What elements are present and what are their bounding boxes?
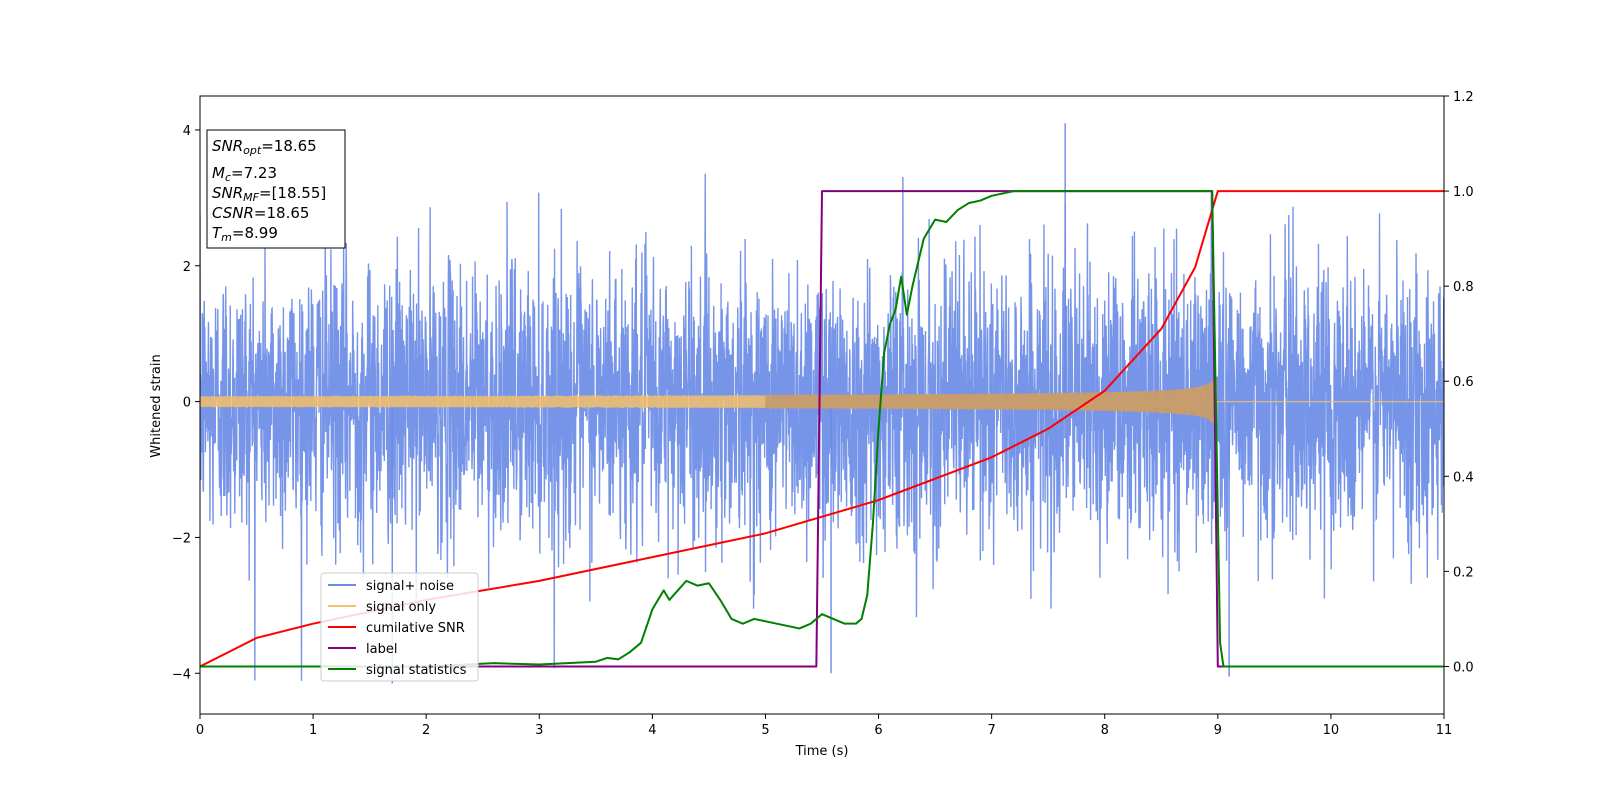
annotation-csnr: CSNR=18.65 [212, 204, 309, 222]
x-tick-label: 5 [761, 723, 769, 738]
series-signal-statistics-line [200, 190, 1444, 668]
y-right-tick-label: 0.6 [1453, 375, 1474, 390]
plot-frame [199, 95, 1445, 715]
y-left-tick-label: 2 [183, 260, 191, 275]
series-signal-only [200, 376, 1444, 427]
y-right-tick-label: 0.4 [1453, 470, 1474, 485]
y-left-tick-label: −2 [172, 531, 191, 546]
annotation-mc: Mc=7.23 [212, 164, 277, 184]
y-right-tick-label: 1.2 [1453, 90, 1474, 105]
legend: signal+ noise signal only cumilative SNR la… [320, 572, 479, 682]
signal-only-envelope [765, 376, 1217, 427]
y-right-tick-label: 1.0 [1453, 185, 1474, 200]
y-right-tick-label: 0.2 [1453, 565, 1474, 580]
x-tick-label: 0 [196, 723, 204, 738]
y-axis-right: 0.0 0.2 0.4 0.6 0.8 1.0 1.2 [1444, 90, 1474, 675]
legend-entry: signal+ noise [366, 579, 454, 594]
y-right-tick-label: 0.8 [1453, 280, 1474, 295]
x-tick-label: 8 [1101, 723, 1109, 738]
y-axis-label: Whitened strain [149, 354, 164, 457]
y-axis-left: −4 −2 0 2 4 [172, 124, 200, 682]
x-tick-label: 6 [874, 723, 882, 738]
x-tick-label: 11 [1436, 723, 1453, 738]
y-left-tick-label: −4 [172, 667, 191, 682]
x-tick-label: 9 [1214, 723, 1222, 738]
annotation-box: SNRopt=18.65 Mc=7.23 SNRMF=[18.55] CSNR=… [206, 129, 346, 249]
x-tick-label: 3 [535, 723, 543, 738]
y-left-tick-label: 4 [183, 124, 191, 139]
annotation-tm: Tm=8.99 [212, 224, 278, 244]
x-tick-label: 2 [422, 723, 430, 738]
legend-entry: signal only [366, 600, 436, 615]
x-tick-label: 1 [309, 723, 317, 738]
legend-entry: cumilative SNR [366, 621, 465, 636]
y-left-tick-label: 0 [183, 396, 191, 411]
annotation-snr-mf: SNRMF=[18.55] [212, 184, 326, 204]
x-tick-label: 4 [648, 723, 656, 738]
y-right-tick-label: 0.0 [1453, 660, 1474, 675]
annotation-snr-opt: SNRopt=18.65 [212, 137, 317, 157]
x-axis: 0 1 2 3 4 5 6 7 8 9 10 11 [196, 714, 1452, 738]
x-axis-label: Time (s) [795, 744, 849, 759]
legend-entry: signal statistics [366, 663, 467, 678]
x-tick-label: 7 [987, 723, 995, 738]
legend-entry: label [366, 642, 397, 657]
x-tick-label: 10 [1323, 723, 1340, 738]
